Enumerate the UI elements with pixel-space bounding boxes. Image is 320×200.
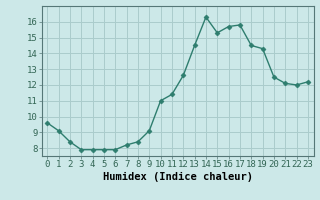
X-axis label: Humidex (Indice chaleur): Humidex (Indice chaleur)	[103, 172, 252, 182]
